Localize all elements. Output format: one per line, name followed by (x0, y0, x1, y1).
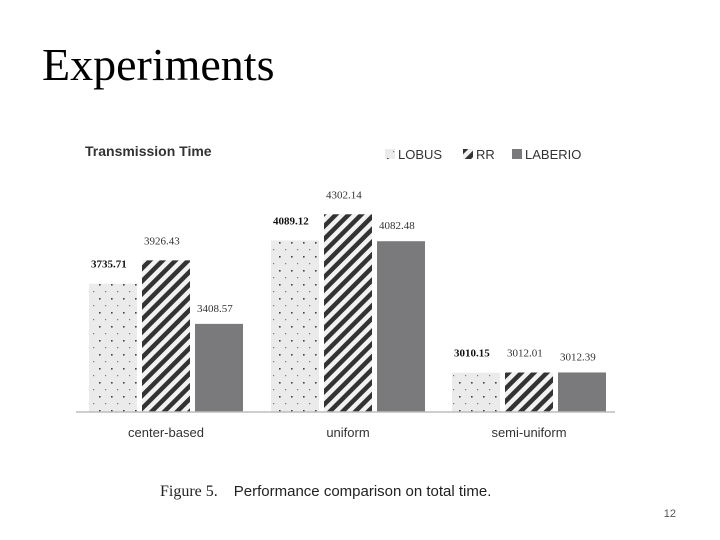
data-label-laberio-uniform: 4082.48 (379, 220, 415, 232)
legend-label-laberio: LABERIO (525, 147, 581, 162)
legend-label-rr: RR (476, 147, 495, 162)
data-label-laberio-center-based: 3408.57 (197, 303, 233, 315)
x-tick-label-uniform: uniform (326, 425, 369, 440)
data-label-rr-semi-uniform: 3012.01 (507, 348, 543, 360)
bar-lobus-center-based (89, 283, 137, 412)
bar-laberio-uniform (377, 241, 425, 412)
legend-swatch-rr (463, 149, 473, 159)
bar-lobus-semi-uniform (452, 372, 500, 412)
legend-label-lobus: LOBUS (398, 147, 442, 162)
data-label-rr-uniform: 4302.14 (326, 189, 362, 201)
legend-swatch-lobus (385, 149, 395, 159)
chart-bars (89, 214, 606, 412)
figure-caption: Figure 5. Performance comparison on tota… (160, 483, 491, 501)
bar-rr-uniform (324, 214, 372, 412)
chart-legend: LOBUS RR LABERIO (385, 147, 581, 162)
bar-laberio-center-based (195, 323, 243, 412)
x-tick-label-center-based: center-based (128, 425, 204, 440)
chart-data-labels: 3735.71 3926.43 3408.57 4089.12 4302.14 4082.… (91, 189, 596, 363)
figure-caption-text: Performance comparison on total time. (233, 483, 492, 500)
slide-title: Experiments (42, 39, 275, 90)
x-tick-label-semi-uniform: semi-uniform (491, 425, 566, 440)
data-label-rr-center-based: 3926.43 (144, 235, 180, 247)
x-axis-tick-labels: center-based uniform semi-uniform (128, 425, 567, 440)
bar-rr-center-based (142, 260, 190, 412)
data-label-lobus-center-based: 3735.71 (91, 259, 127, 271)
transmission-time-chart: Transmission Time LOBUS RR LABERIO 3735.71… (76, 143, 615, 440)
bar-rr-semi-uniform (505, 372, 553, 412)
legend-swatch-laberio (512, 149, 522, 159)
bar-lobus-uniform (271, 240, 319, 412)
figure-label: Figure 5. (160, 483, 218, 500)
data-label-laberio-semi-uniform: 3012.39 (560, 351, 596, 363)
data-label-lobus-uniform: 4089.12 (273, 215, 309, 227)
chart-title: Transmission Time (85, 143, 212, 159)
page-number: 12 (663, 508, 676, 520)
data-label-lobus-semi-uniform: 3010.15 (454, 348, 490, 360)
bar-laberio-semi-uniform (558, 372, 606, 412)
